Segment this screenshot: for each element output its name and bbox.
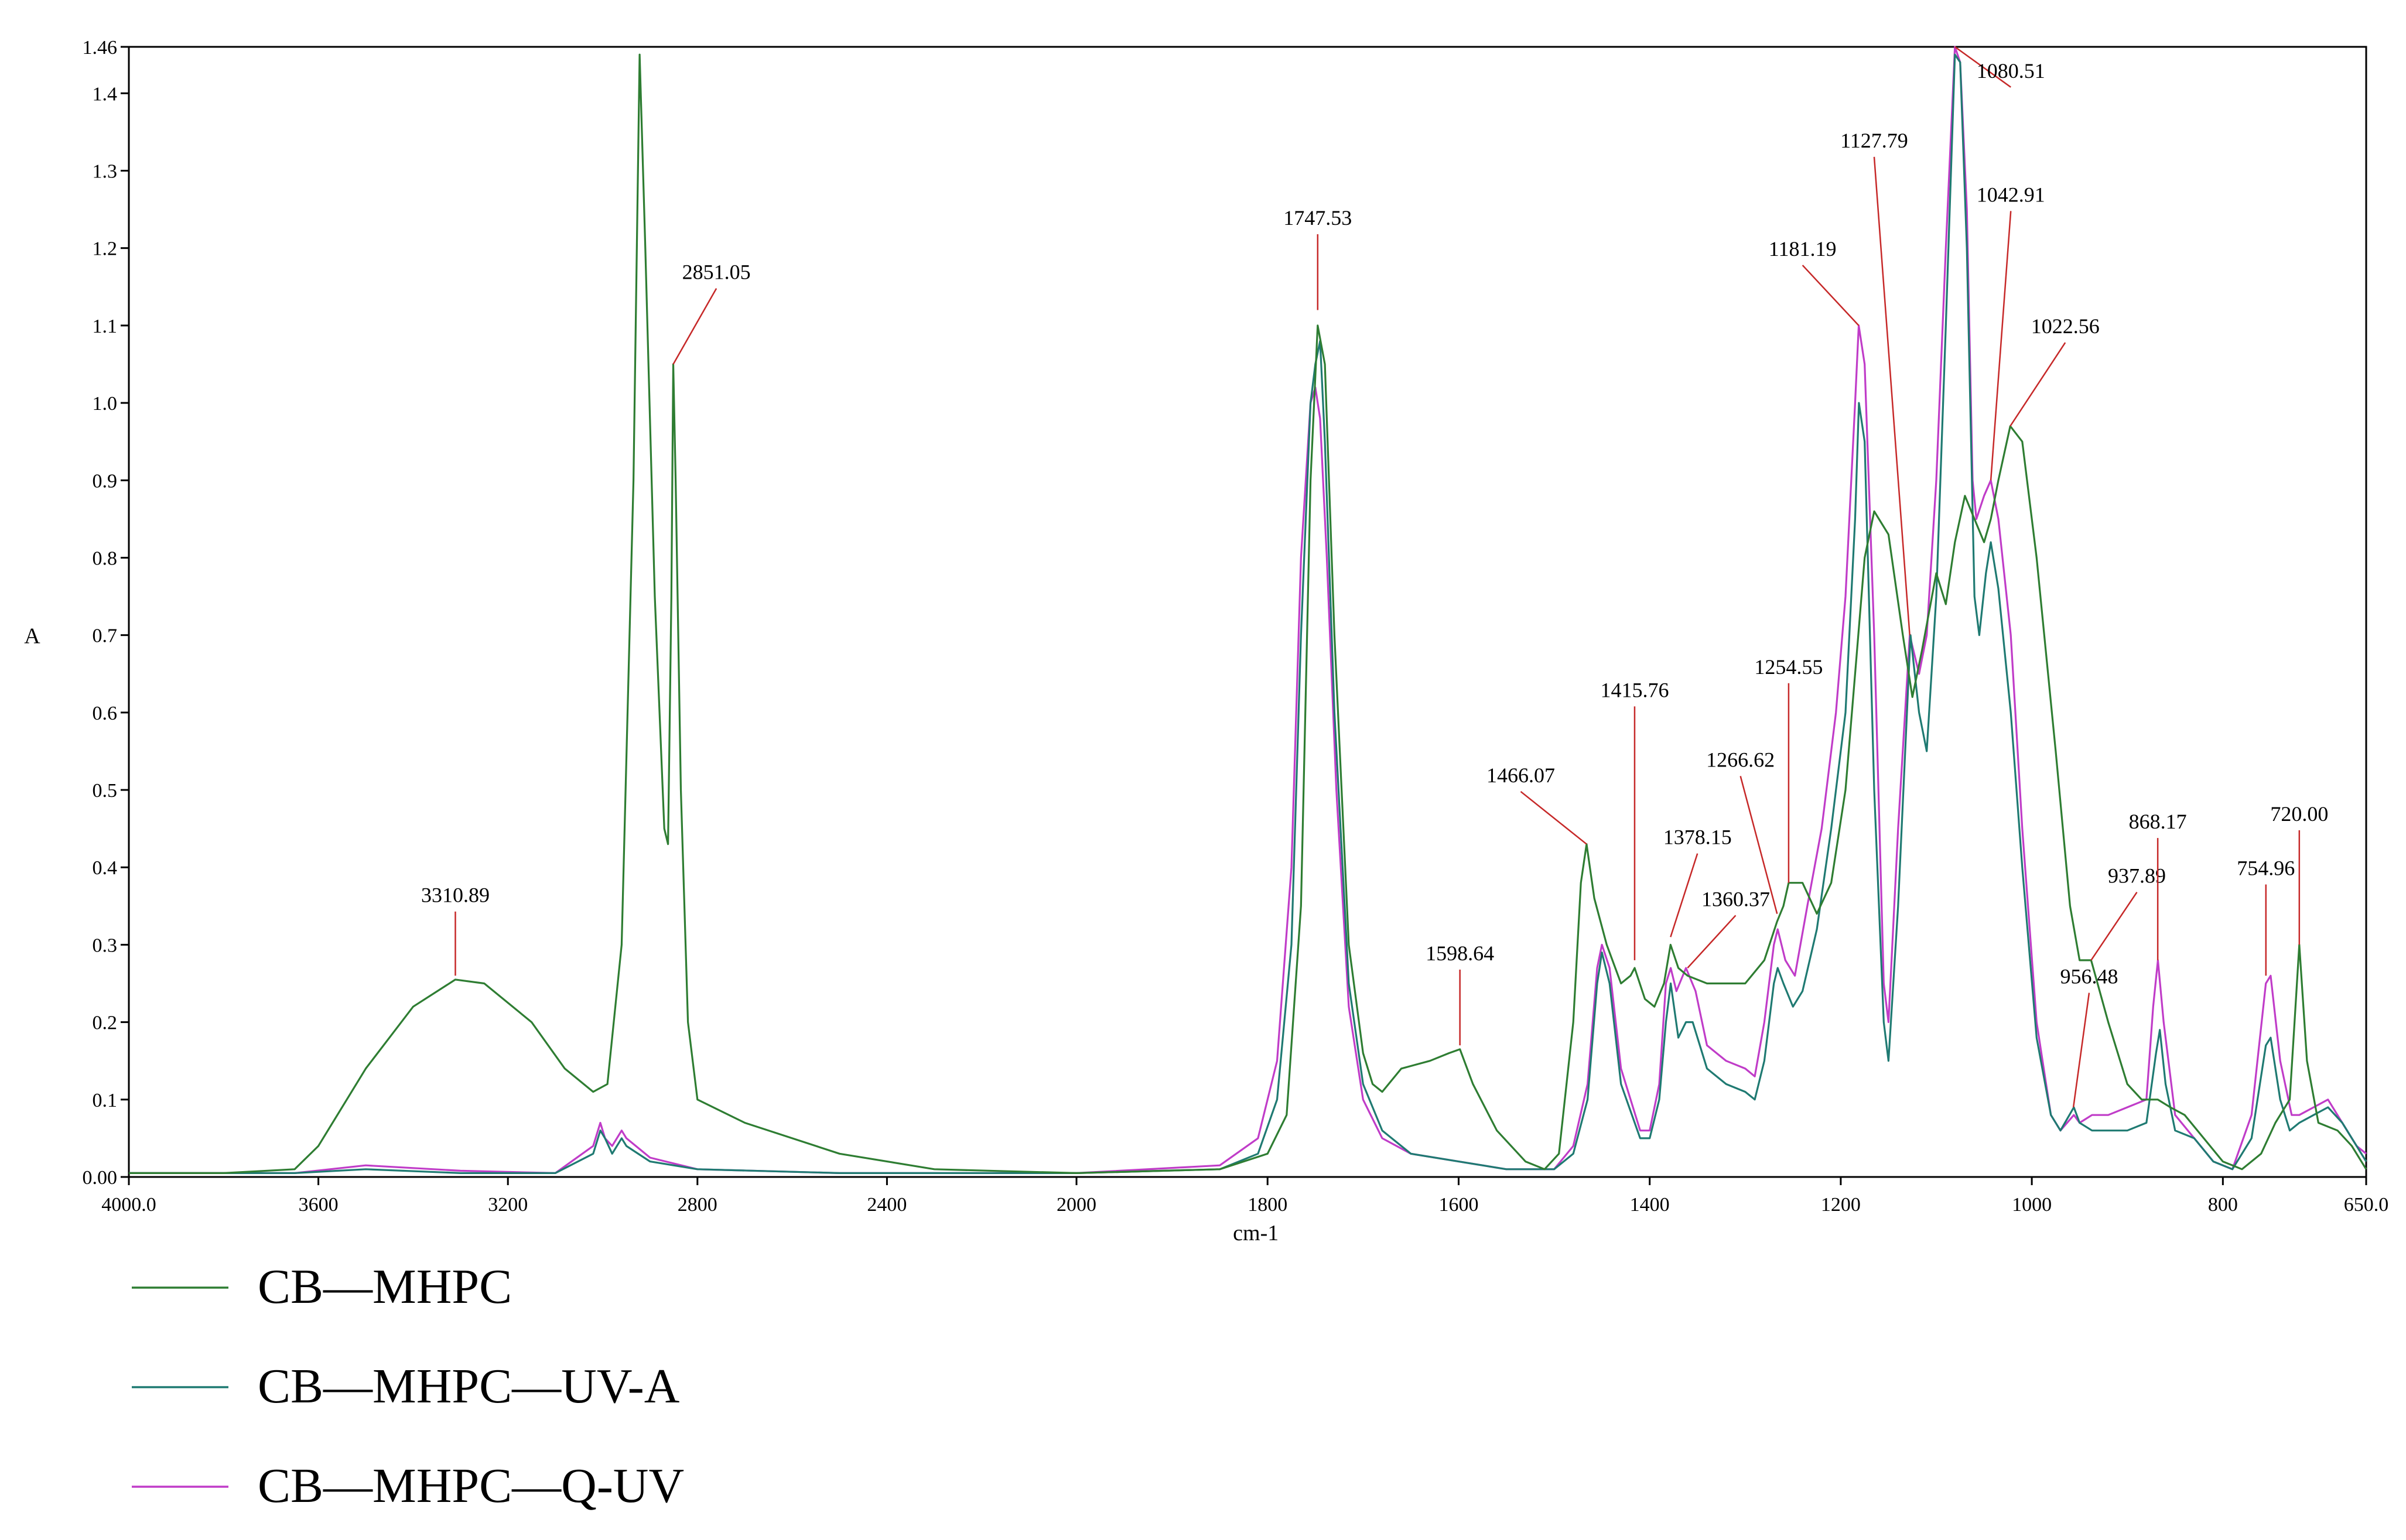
y-tick-label: 1.2 [93,238,118,260]
y-tick-label: 1.3 [93,161,118,183]
plot-frame [128,46,2367,1178]
peak-label: 1181.19 [1769,237,1837,261]
y-axis-title: A [24,624,40,649]
peak-label: 956.48 [2060,965,2118,988]
peak-leader-line [2009,342,2066,427]
x-tick-label: 1000 [2012,1194,2052,1216]
peak-label: 1415.76 [1600,678,1669,701]
peak-label: 720.00 [2270,802,2328,826]
x-axis-title: cm-1 [1233,1221,1279,1245]
x-tick-label: 2800 [678,1194,717,1216]
peak-label: 1022.56 [2031,314,2100,338]
peak-leader-line [2090,891,2138,961]
series-line-2 [129,53,2367,1174]
y-tick-label: 0.2 [93,1012,118,1034]
x-tick-label: 3600 [299,1194,339,1216]
peak-annotations: 3310.89 2851.05 1747.53 1598.64 1466.07 1415.… [421,46,2328,1108]
y-tick-label: 1.46 [83,37,118,59]
peak-label: 1466.07 [1486,764,1555,787]
x-tick-label: 3200 [488,1194,528,1216]
y-axis-ticks: 0.00 0.1 0.2 0.3 0.4 0.5 0.6 0.7 0.8 0.9 1.0 1.1 1.2… [83,37,129,1189]
peak-leader-line [1520,790,1587,845]
x-tick-label: 2400 [867,1194,907,1216]
peak-leader-line [1670,853,1698,937]
y-tick-label: 0.4 [93,857,118,879]
legend-label: CB—MHPC—UV-A [258,1359,680,1414]
peak-label: 1598.64 [1426,942,1494,965]
x-tick-label: 1800 [1248,1194,1287,1216]
x-tick-label: 1400 [1630,1194,1670,1216]
peak-label: 1360.37 [1701,887,1770,911]
x-tick-label: 800 [2208,1194,2238,1216]
peak-label: 1378.15 [1663,826,1732,849]
legend-label: CB—MHPC [258,1260,512,1314]
y-tick-label: 0.8 [93,547,118,569]
peak-label: 2851.05 [682,261,751,284]
y-tick-label: 0.5 [93,780,118,802]
series-line-1 [129,53,2367,1174]
legend: CB—MHPC CB—MHPC—UV-A CB—MHPC—Q-UV [132,1260,684,1513]
legend-label: CB—MHPC—Q-UV [258,1459,684,1513]
y-tick-label: 0.6 [93,703,118,724]
y-tick-label: 0.7 [93,625,118,647]
plot-border [128,46,2367,1178]
y-tick-label: 1.0 [93,393,118,415]
y-tick-label: 1.4 [93,83,118,105]
peak-label: 3310.89 [421,884,490,907]
peak-leader-line [1873,156,1911,635]
peak-leader-line [1687,915,1737,969]
peak-leader-line [1802,265,1860,326]
y-tick-label: 0.9 [93,470,118,492]
peak-label: 1254.55 [1754,655,1823,679]
x-tick-label: 4000.0 [101,1194,156,1216]
peak-leader-line [1990,211,2012,481]
peak-label: 1127.79 [1840,129,1908,152]
y-tick-label: 0.00 [83,1167,118,1189]
peak-label: 754.96 [2237,856,2295,879]
peak-leader-line [1739,776,1778,914]
x-axis-ticks: 4000.0 3600 3200 2800 2400 2000 1800 1600 1400 12… [101,1177,2388,1216]
series-lines [129,46,2367,1174]
y-tick-label: 1.1 [93,316,118,337]
peak-label: 1080.51 [1977,59,2045,83]
x-tick-label: 2000 [1057,1194,1096,1216]
series-line-3 [129,46,2367,1174]
peak-label: 1266.62 [1706,748,1775,771]
x-tick-label: 1600 [1438,1194,1478,1216]
peak-label: 868.17 [2129,810,2187,833]
y-tick-label: 0.3 [93,935,118,956]
x-tick-label: 650.0 [2344,1194,2389,1216]
x-tick-label: 1200 [1821,1194,1861,1216]
peak-leader-line [672,288,717,365]
peak-label: 1747.53 [1283,206,1352,230]
peak-label: 1042.91 [1977,183,2045,206]
peak-leader-line [2072,993,2090,1108]
y-tick-label: 0.1 [93,1090,118,1111]
peak-label: 937.89 [2108,864,2166,888]
peak-leader-line [1954,46,2011,88]
